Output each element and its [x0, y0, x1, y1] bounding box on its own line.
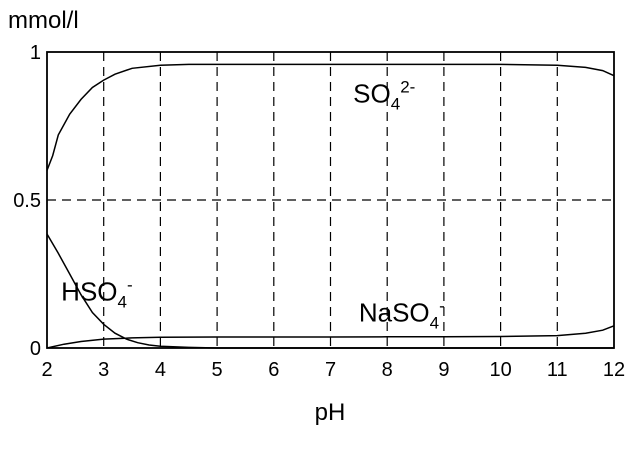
y-axis-title: mmol/l [8, 7, 79, 34]
x-tick-label-9: 11 [547, 359, 568, 381]
series-label-2: NaSO4- [359, 296, 445, 332]
series-label-1: HSO4- [61, 276, 132, 312]
y-tick-label-2: 1 [30, 42, 41, 64]
series-labels: SO42- HSO4- NaSO4- [61, 77, 445, 332]
x-tick-label-1: 3 [98, 359, 109, 381]
y-tick-label-0: 0 [30, 338, 41, 360]
x-tick-labels: 2 3 4 5 6 7 8 9 10 11 12 [41, 359, 625, 381]
x-tick-label-6: 8 [382, 359, 393, 381]
x-axis-title: pH [315, 399, 346, 426]
x-tick-label-3: 5 [212, 359, 223, 381]
x-tick-label-10: 12 [603, 359, 625, 381]
plot-frame [46, 51, 615, 349]
x-tick-label-0: 2 [41, 359, 52, 381]
x-tick-label-2: 4 [155, 359, 166, 381]
x-tick-label-5: 7 [325, 359, 336, 381]
y-tick-labels: 00.51 [13, 42, 41, 360]
series-label-0: SO42- [353, 77, 415, 113]
x-tick-label-7: 9 [438, 359, 449, 381]
grid-lines [47, 52, 614, 348]
x-tick-label-8: 10 [489, 359, 511, 381]
series-line-0 [46, 63, 615, 171]
x-tick-label-4: 6 [268, 359, 279, 381]
y-tick-label-1: 0.5 [13, 190, 41, 212]
series-line-2 [46, 325, 615, 349]
